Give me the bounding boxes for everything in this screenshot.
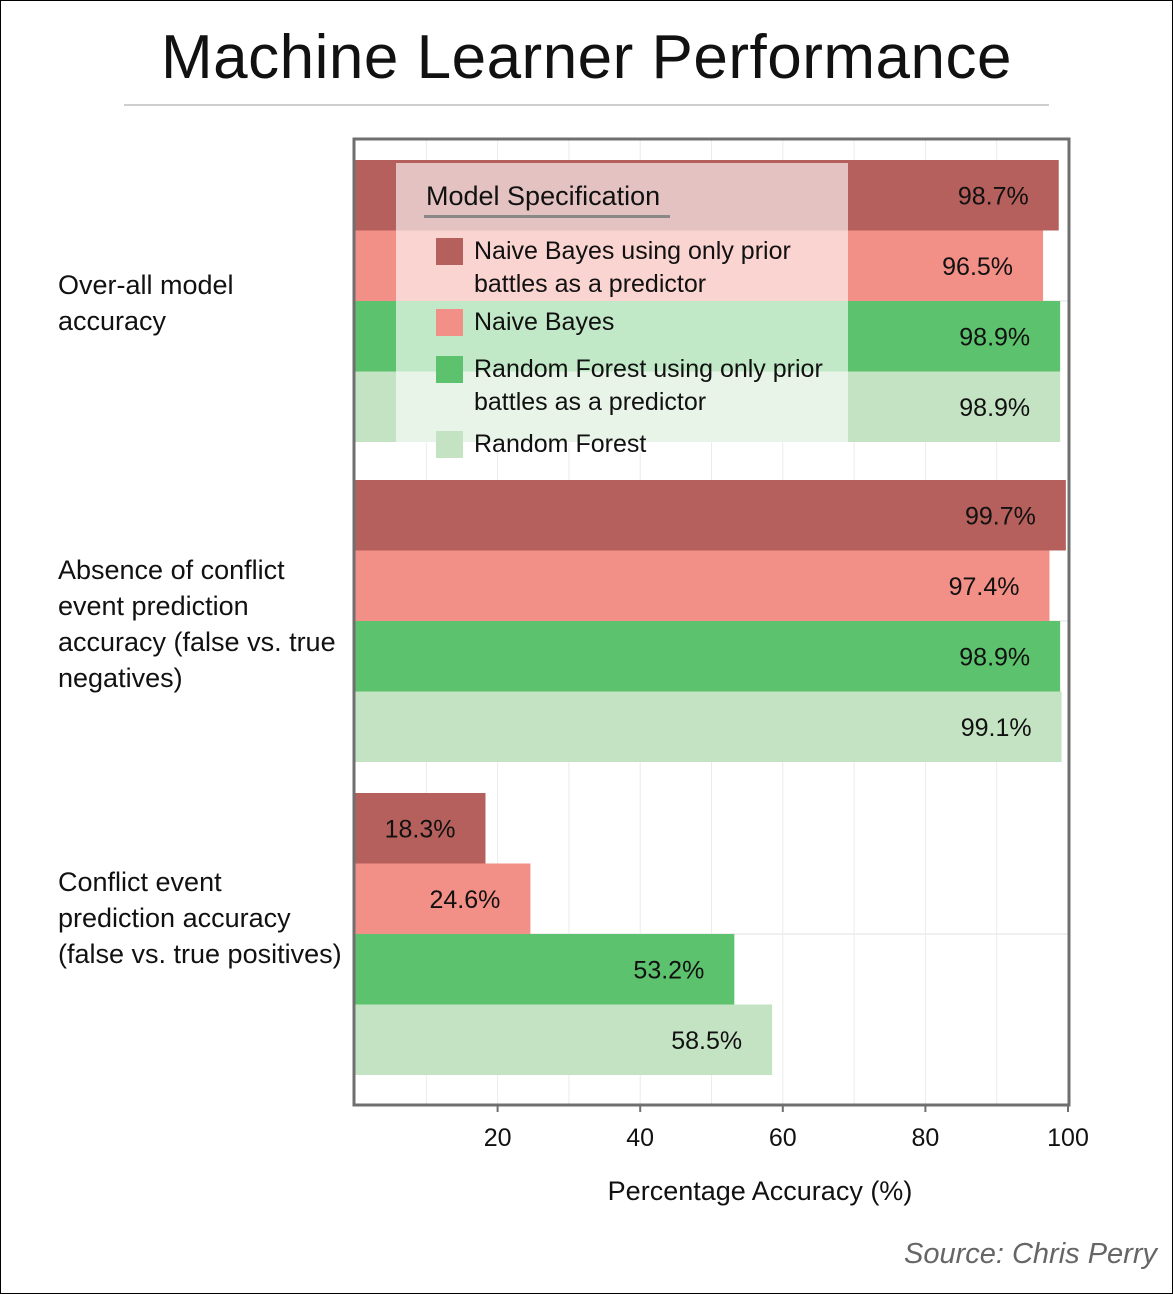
legend-swatch-rf-prior [436,356,463,383]
legend-swatch-nb-prior [436,238,463,265]
legend-swatch-rf [436,431,463,458]
bar-g2-s2 [355,934,735,1005]
group-label-negatives: Absence of conflict event prediction acc… [58,555,336,693]
bar-label-g0-s1: 96.5% [942,253,1013,281]
bar-label-g0-s3: 98.9% [959,394,1030,422]
bar-label-g2-s0: 18.3% [385,815,456,843]
title-divider [124,104,1049,106]
x-axis-label: Percentage Accuracy (%) [607,1176,913,1206]
bar-label-g2-s3: 58.5% [671,1027,742,1055]
bar-g1-s2 [355,621,1061,692]
legend-label-nb-prior: Naive Bayes using only prior battles as … [474,237,791,298]
x-tick-label-60: 60 [769,1124,797,1152]
bar-label-g2-s1: 24.6% [430,886,501,914]
plot-border [352,137,1071,1107]
group-label-overall: Over-all model accuracy [58,270,234,336]
legend-swatch-nb [436,309,463,336]
bar-g1-s0 [355,480,1066,551]
bar-label-g1-s3: 99.1% [961,714,1032,742]
x-tick-label-80: 80 [911,1124,939,1152]
bar-label-g1-s0: 99.7% [965,502,1036,530]
chart-title: Machine Learner Performance [161,23,1012,92]
x-tick-label-100: 100 [1047,1124,1089,1152]
x-tick-label-40: 40 [626,1124,654,1152]
legend: Model Specification Naive Bayes using on… [396,163,848,458]
x-tick-label-20: 20 [484,1124,512,1152]
bar-label-g1-s1: 97.4% [949,573,1020,601]
bar-g2-s1 [355,863,531,934]
bar-g1-s1 [355,550,1050,621]
bar-label-g0-s0: 98.7% [958,182,1029,210]
group-label-positives: Conflict event prediction accuracy (fals… [58,867,342,969]
source-credit: Source: Chris Perry [903,1238,1157,1270]
bar-label-g1-s2: 98.9% [959,643,1030,671]
bar-label-g0-s2: 98.9% [959,323,1030,351]
legend-label-rf-prior: Random Forest using only prior battles a… [474,355,823,416]
legend-label-rf: Random Forest [474,430,647,458]
legend-label-nb: Naive Bayes [474,308,615,336]
bar-g1-s3 [355,691,1062,762]
bar-label-g2-s2: 53.2% [633,956,704,984]
legend-title-underline [424,215,670,218]
bar-g2-s3 [355,1004,773,1075]
bar-g2-s0 [355,793,486,864]
legend-title: Model Specification [426,181,661,211]
